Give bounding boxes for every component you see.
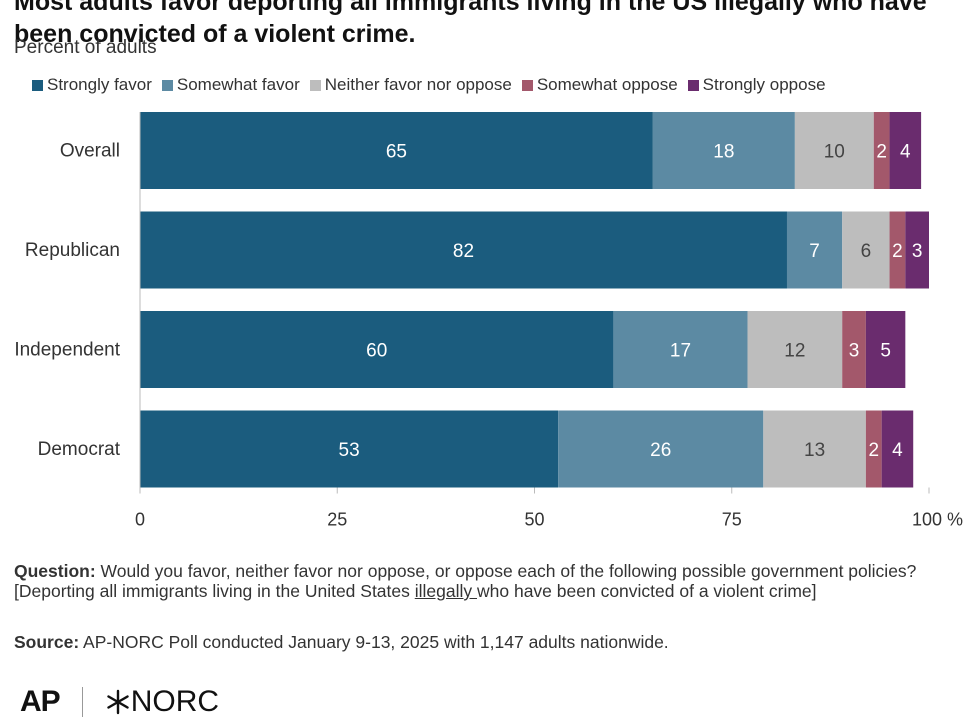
legend-swatch (32, 79, 43, 91)
chart-title-line-2: been convicted of a violent crime. (14, 20, 416, 48)
bar-segment (873, 112, 890, 189)
data-label: 2 (892, 241, 903, 262)
question-text-end: who have been convicted of a violent cri… (477, 581, 817, 601)
category-label: Overall (60, 141, 120, 162)
data-label: 82 (453, 241, 474, 262)
source-note: Source: AP-NORC Poll conducted January 9… (14, 632, 669, 653)
legend-item: Somewhat favor (161, 75, 300, 95)
bar-segment (558, 410, 764, 488)
data-label: 3 (849, 341, 860, 362)
data-label: 18 (713, 142, 734, 163)
x-tick-label: 50 (524, 510, 544, 530)
bar-segment (842, 311, 866, 388)
data-label: 26 (650, 440, 671, 461)
x-tick-label: 100 % (912, 510, 963, 530)
data-label: 53 (339, 440, 360, 461)
data-label: 10 (824, 142, 845, 163)
x-tick-label: 25 (327, 510, 347, 530)
x-tick-label: 0 (135, 510, 145, 530)
data-label: 17 (670, 341, 691, 362)
bar-segment (140, 112, 653, 189)
chart-title: Most adults favor deporting all immigran… (14, 0, 974, 50)
data-label: 4 (892, 440, 903, 461)
data-label: 60 (366, 341, 387, 362)
legend-swatch (309, 79, 321, 91)
bar-segment (763, 410, 866, 488)
legend-label: Neither favor nor oppose (324, 75, 512, 94)
bar-segment (889, 211, 906, 289)
logos: AP NORC (20, 682, 219, 722)
data-label: 3 (912, 241, 923, 262)
bar-segment (140, 410, 559, 488)
chart-title-line-1: Most adults favor deporting all immigran… (14, 0, 927, 16)
source-text: AP-NORC Poll conducted January 9-13, 202… (79, 632, 669, 652)
data-label: 13 (804, 440, 825, 461)
norc-logo-text: NORC (130, 685, 220, 718)
bar-segment (786, 211, 843, 289)
source-label: Source: (14, 632, 80, 652)
bar-segment (865, 410, 882, 488)
data-label: 2 (876, 142, 887, 163)
data-label: 5 (880, 341, 891, 362)
legend-label: Somewhat oppose (536, 75, 678, 94)
legend-item: Strongly oppose (687, 75, 826, 95)
legend-swatch (521, 79, 533, 91)
legend-swatch (687, 79, 699, 91)
legend-label: Strongly oppose (702, 75, 826, 94)
question-note: Question: Would you favor, neither favor… (14, 561, 954, 601)
ap-logo: AP (20, 685, 61, 718)
chart-legend: Strongly favor Somewhat favor Neither favo… (32, 74, 836, 96)
data-label: 2 (868, 440, 879, 461)
norc-logo: NORC (105, 685, 219, 719)
chart-subtitle: Percent of adults (14, 37, 157, 58)
legend-label: Strongly favor (47, 75, 152, 94)
bar-segment (889, 112, 922, 189)
bar-segment (794, 112, 874, 189)
category-label: Independent (14, 340, 120, 361)
data-label: 12 (784, 341, 805, 362)
bar-segment (881, 410, 914, 488)
legend-label: Somewhat favor (176, 75, 300, 94)
bar-segment (905, 211, 929, 289)
bar-segment (652, 112, 795, 189)
data-label: 4 (900, 142, 911, 163)
legend-item: Strongly favor (32, 75, 152, 95)
logo-divider (81, 687, 83, 717)
bar-segment (140, 311, 614, 388)
category-label: Democrat (38, 439, 121, 460)
bar-segment (865, 311, 906, 388)
bar-segment (140, 211, 787, 289)
legend-item: Somewhat oppose (521, 75, 678, 95)
bar-segment (842, 211, 890, 289)
bar-segment (747, 311, 843, 388)
bar-segment (613, 311, 748, 388)
x-tick-label: 75 (722, 510, 742, 530)
category-label: Republican (25, 240, 120, 261)
question-label: Question: (14, 561, 96, 581)
legend-swatch (161, 79, 173, 91)
data-label: 65 (386, 142, 407, 163)
question-text: Would you favor, neither favor nor oppos… (14, 561, 917, 601)
norc-star-icon (106, 689, 129, 715)
data-label: 7 (809, 241, 820, 262)
legend-item: Neither favor nor oppose (309, 75, 512, 95)
data-label: 6 (861, 241, 872, 262)
question-underlined-word: illegally (414, 581, 477, 601)
